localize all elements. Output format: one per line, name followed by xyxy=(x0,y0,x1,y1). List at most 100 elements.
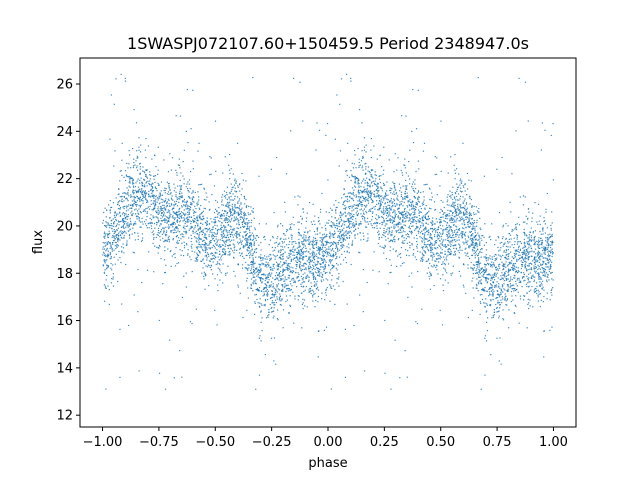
data-point xyxy=(226,212,228,214)
data-point xyxy=(179,190,181,192)
data-point xyxy=(107,243,109,246)
data-point xyxy=(352,193,354,195)
data-point xyxy=(363,208,365,210)
data-point xyxy=(321,259,323,261)
data-point xyxy=(260,270,262,272)
data-point xyxy=(540,233,542,235)
data-point xyxy=(145,174,147,176)
data-point xyxy=(233,209,235,211)
data-point xyxy=(511,260,513,262)
data-point xyxy=(545,263,547,266)
data-point xyxy=(551,326,553,328)
data-point xyxy=(193,196,195,199)
data-point xyxy=(164,208,167,210)
data-point xyxy=(445,239,447,241)
data-point xyxy=(217,284,219,286)
data-point xyxy=(434,208,436,211)
data-point xyxy=(383,206,385,208)
data-point xyxy=(160,209,162,211)
data-point xyxy=(228,196,230,198)
data-point xyxy=(454,254,456,256)
data-point xyxy=(419,251,421,253)
data-point xyxy=(145,138,147,140)
data-point xyxy=(192,230,194,232)
data-point xyxy=(232,213,234,215)
data-point xyxy=(351,210,353,212)
data-point xyxy=(137,235,139,237)
data-point xyxy=(524,221,526,223)
data-point xyxy=(108,303,110,306)
data-point xyxy=(143,185,145,187)
data-point xyxy=(492,292,494,294)
data-point xyxy=(233,239,235,241)
data-point xyxy=(183,230,185,233)
data-point xyxy=(427,259,429,261)
data-point xyxy=(505,300,507,302)
data-point xyxy=(280,275,282,277)
data-point xyxy=(115,218,117,220)
data-point xyxy=(156,224,158,226)
data-point xyxy=(492,276,495,278)
data-point xyxy=(441,249,443,251)
data-point xyxy=(247,287,249,289)
data-point xyxy=(127,176,129,178)
data-point xyxy=(266,277,268,279)
data-point xyxy=(462,263,465,265)
data-point xyxy=(411,221,414,223)
data-point xyxy=(272,311,274,313)
data-point xyxy=(450,221,452,224)
data-point xyxy=(302,246,305,248)
data-point xyxy=(449,210,451,212)
data-point xyxy=(499,249,501,251)
data-point xyxy=(331,259,333,261)
data-point xyxy=(145,223,147,225)
data-point xyxy=(547,246,549,249)
data-point xyxy=(474,243,476,245)
data-point xyxy=(387,201,389,204)
data-point xyxy=(424,252,427,254)
data-point xyxy=(466,194,468,196)
data-point xyxy=(521,277,524,279)
data-point xyxy=(302,253,304,255)
data-point xyxy=(124,80,127,82)
data-point xyxy=(457,208,459,210)
data-point xyxy=(446,224,448,226)
data-point xyxy=(408,217,410,219)
data-point xyxy=(443,228,445,231)
data-point xyxy=(373,145,375,147)
data-point xyxy=(501,237,504,240)
data-point xyxy=(284,276,286,278)
data-point xyxy=(422,223,424,225)
data-point xyxy=(404,167,406,169)
data-point xyxy=(437,233,439,235)
data-point xyxy=(461,227,464,229)
data-point xyxy=(112,240,115,242)
data-point xyxy=(331,255,333,257)
data-point xyxy=(365,162,367,164)
data-point xyxy=(366,177,368,179)
data-point xyxy=(150,185,152,187)
data-point xyxy=(484,302,486,304)
data-point xyxy=(287,269,289,272)
data-point xyxy=(273,301,275,304)
data-point xyxy=(383,252,385,254)
data-point xyxy=(458,243,460,245)
data-point xyxy=(284,234,286,236)
data-point xyxy=(544,248,546,250)
data-point xyxy=(455,247,457,249)
data-point xyxy=(198,199,200,201)
data-point xyxy=(477,252,480,255)
data-point xyxy=(294,196,296,198)
data-point xyxy=(485,277,487,279)
data-point xyxy=(402,221,404,223)
data-point xyxy=(316,228,318,230)
data-point xyxy=(543,275,546,277)
data-point xyxy=(246,227,249,229)
data-point xyxy=(413,221,415,223)
data-point xyxy=(486,282,488,284)
data-point xyxy=(538,256,540,259)
data-point xyxy=(513,265,515,267)
data-point xyxy=(366,182,368,184)
data-point xyxy=(265,277,267,280)
data-point xyxy=(160,181,163,183)
